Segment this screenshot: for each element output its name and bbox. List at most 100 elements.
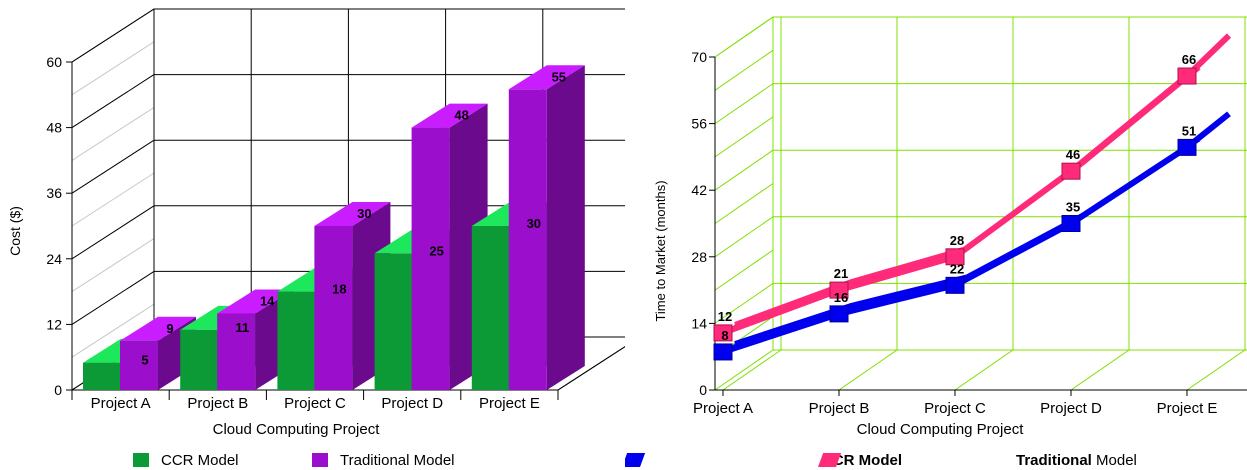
left-bar-traditional [508,89,547,390]
right-labels: 8 16 22 35 51 12 21 28 46 66 [718,52,1196,343]
left-bar-traditional [120,340,158,390]
left-data-label-ccr: 18 [332,282,346,297]
right-grid-side-line [714,349,774,391]
right-grid-minor-line [714,183,774,224]
line-chart-time-to-market: 0 14 28 42 56 70 Project A Project B Project C Pr… [625,16,1247,469]
left-data-label-ccr: 30 [527,216,541,231]
right-y-tick-label: 14 [691,315,707,331]
left-legend-swatch-ccr [133,453,149,467]
right-marker-ccr [713,343,733,361]
left-y-tick-label: 0 [54,382,62,398]
right-marker-traditional [829,281,849,299]
left-bar-ccr [180,329,219,390]
left-x-tick-label: Project A [91,395,151,412]
right-legend: CCR Model Traditional Model [625,452,1137,469]
right-marker-ccr [829,305,849,323]
left-grid-minor-line [71,106,155,161]
right-grid-floor-line [838,349,898,391]
right-y-tick-label: 56 [691,116,707,132]
right-data-label-ccr: 8 [721,328,728,343]
right-y-tick-label: 70 [691,49,707,65]
right-grid-minor-line [714,116,774,158]
left-x-axis-title: Cloud Computing Project [213,421,381,438]
left-bar-traditional-top [508,65,585,90]
right-grid-floor-line [1070,349,1130,391]
left-x-tick-label: Project E [479,395,540,412]
left-y-tick-label: 24 [46,251,62,267]
left-legend-label-traditional: Traditional Model [340,452,455,469]
left-legend-swatch-traditional [312,453,328,467]
left-grid-minor-line [71,172,155,227]
left-y-tick-label: 36 [46,185,62,201]
left-grid-side-line [71,205,155,260]
left-bar-traditional-top [314,202,391,226]
right-grid-floor-line [954,349,1014,391]
right-x-tick-label: Project E [1157,400,1218,417]
left-y-tick-label: 12 [46,316,62,332]
left-bar-ccr [277,291,316,390]
right-x-tick-label: Project B [809,400,870,417]
right-marker-traditional [945,248,965,266]
right-data-label-traditional: 12 [718,309,732,324]
right-marker-traditional [1061,162,1081,180]
right-legend-swatch-traditional [818,453,842,467]
left-bar-traditional [411,127,450,390]
right-x-axis-title: Cloud Computing Project [857,421,1025,438]
left-data-label-ccr: 11 [235,320,249,335]
right-legend-swatch-ccr [625,453,646,467]
right-data-label-traditional: 21 [834,266,848,281]
right-grid-side-line [714,149,774,191]
right-data-label-ccr: 16 [834,290,848,305]
left-grid-minor-line [71,238,155,293]
right-marker-ccr [1061,215,1081,232]
left-bar-traditional-side [546,65,585,391]
right-data-label-traditional: 66 [1182,52,1196,67]
left-bars [83,65,585,391]
right-data-label-ccr: 22 [950,261,964,276]
left-grid-side-line [71,8,155,63]
left-x-tick-label: Project D [381,395,443,412]
left-bar-traditional [217,313,256,390]
right-data-label-ccr: 51 [1182,123,1196,138]
left-x-tick-label: Project C [284,395,346,412]
left-bar-ccr [374,253,413,390]
left-bar-traditional-top [217,289,294,314]
right-marker-ccr [945,276,965,294]
right-grid-side-line [714,282,774,324]
right-grid [714,16,1247,391]
left-y-tick-label: 60 [46,54,62,70]
left-bar-traditional-top [411,103,488,128]
right-y-tick-label: 42 [691,182,707,198]
right-y-tick-label: 0 [699,382,707,398]
left-x-tick-label: Project B [187,395,248,412]
right-data-label-traditional: 28 [950,233,964,248]
left-grid-side-line [71,139,155,194]
right-grid-floor-line [1186,349,1246,391]
left-data-label-traditional: 55 [552,69,566,84]
left-data-label-traditional: 14 [260,293,275,308]
left-grid-minor-line [71,41,155,96]
left-data-label-ccr: 25 [429,243,443,258]
left-data-label-traditional: 30 [357,206,371,221]
right-marker-ccr [1177,138,1197,156]
right-legend-label-traditional: Traditional Model [1016,452,1137,469]
left-legend-label-ccr: CCR Model [161,452,239,469]
right-grid-floor-line [722,349,782,391]
right-depth-edge-top [714,16,774,58]
right-x-tick-label: Project A [693,400,753,417]
left-floor-right-edge [557,346,625,391]
left-bar-ccr [471,226,510,390]
right-data-label-traditional: 46 [1066,147,1080,162]
left-y-tick-label: 48 [46,120,62,136]
left-grid-minor-line [71,303,155,358]
left-labels: 5 9 11 14 18 30 25 48 30 55 [141,69,566,367]
left-y-axis-title: Cost ($) [7,206,23,256]
right-grid-side-line [714,216,774,258]
right-grid-minor-line [714,49,774,91]
right-axes: 0 14 28 42 56 70 Project A Project B Project C Pr… [691,49,1247,417]
right-grid-side-line [714,83,774,125]
right-y-tick-label: 28 [691,249,707,265]
right-x-tick-label: Project C [924,400,986,417]
right-data-label-ccr: 35 [1066,200,1080,215]
right-grid-minor-line [714,249,774,291]
